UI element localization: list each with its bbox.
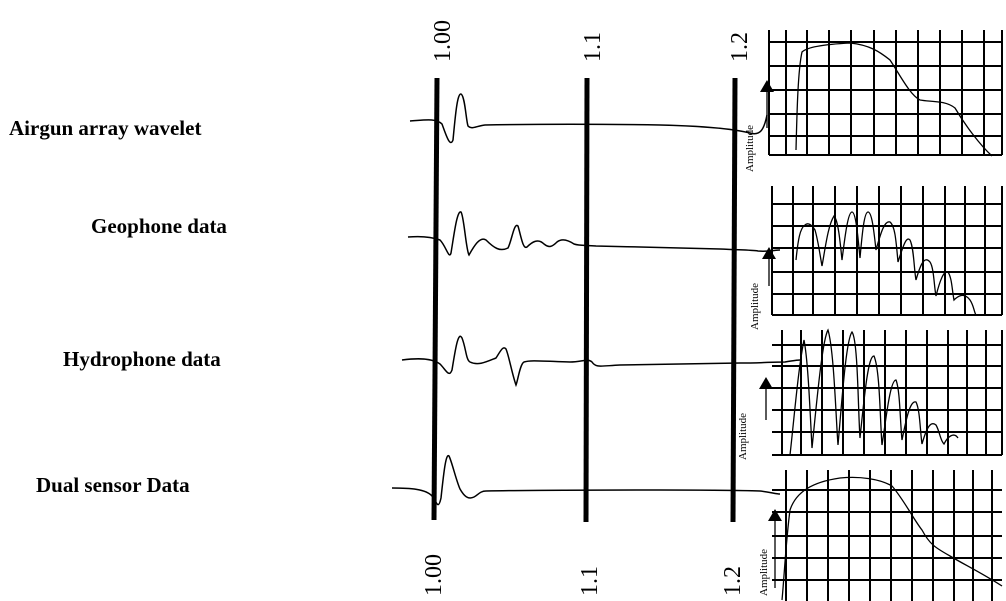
time-line-1-2	[730, 77, 738, 523]
row-label-dual-sensor: Dual sensor Data	[36, 473, 190, 497]
bottom-tick-1-1: 1.1	[577, 566, 603, 596]
amp-label-3: Amplitude	[737, 413, 749, 460]
amp-label-4: Amplitude	[758, 549, 770, 596]
spectrum-geophone: Amplitude	[749, 186, 1003, 330]
spectrum-hydrophone: Amplitude	[737, 328, 1003, 460]
trace-geophone	[407, 211, 781, 257]
row-label-airgun: Airgun array wavelet	[9, 116, 202, 140]
bottom-tick-1-00: 1.00	[421, 554, 447, 596]
time-line-1-00	[431, 77, 440, 521]
amp-label-1: Amplitude	[744, 125, 756, 172]
bottom-tick-1-2: 1.2	[720, 566, 746, 596]
top-tick-1-00: 1.00	[430, 20, 456, 62]
row-label-geophone: Geophone data	[91, 214, 227, 238]
trace-airgun	[409, 93, 768, 144]
spectrum-dual-sensor: Amplitude	[758, 470, 1003, 601]
trace-hydrophone	[401, 335, 801, 388]
amp-label-2: Amplitude	[749, 283, 761, 330]
time-line-1-1	[583, 77, 590, 523]
top-tick-1-1: 1.1	[580, 32, 606, 62]
trace-dual-sensor	[391, 455, 781, 506]
top-tick-1-2: 1.2	[727, 32, 753, 62]
row-label-hydrophone: Hydrophone data	[63, 347, 221, 371]
spectrum-airgun: Amplitude	[744, 30, 1003, 172]
